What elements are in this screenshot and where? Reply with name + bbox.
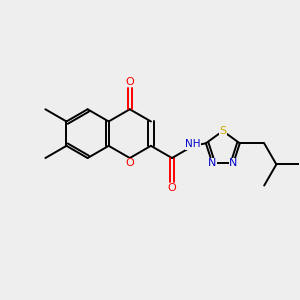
- Text: O: O: [168, 183, 176, 193]
- Text: N: N: [229, 158, 238, 168]
- Text: N: N: [208, 158, 217, 168]
- Text: NH: NH: [185, 140, 201, 149]
- Text: S: S: [219, 126, 226, 136]
- Text: O: O: [125, 77, 134, 87]
- Text: O: O: [125, 158, 134, 168]
